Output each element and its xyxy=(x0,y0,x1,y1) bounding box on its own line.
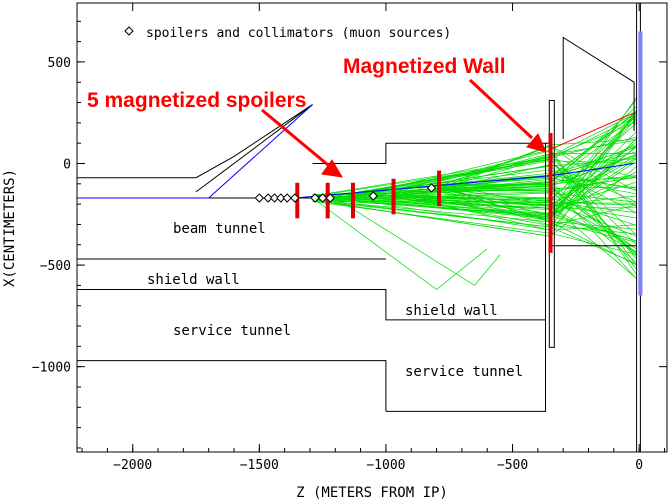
annotation-magnetized-spoilers: 5 magnetized spoilers xyxy=(87,89,306,112)
axis-ticks: −2000 −1500 −1000 −500 0 500 0 −500 −1000 xyxy=(32,3,667,473)
muon-source-marker xyxy=(254,193,265,203)
muon-track xyxy=(312,197,488,290)
muon-source-marker xyxy=(276,193,286,203)
outline-upper-left-inner xyxy=(195,104,313,193)
plot-frame xyxy=(76,2,668,453)
beam-line-blue xyxy=(77,104,313,199)
muon-source-marker xyxy=(263,193,273,203)
y-tick-label: 500 xyxy=(48,56,71,71)
region-label-shield-wall-left: shield wall xyxy=(147,272,240,288)
muon-source-marker xyxy=(310,193,320,203)
spoiler-arrowhead xyxy=(321,159,343,178)
red-trajectory xyxy=(550,112,635,150)
wall-arrow xyxy=(468,78,534,140)
muon-source-marker xyxy=(269,193,280,203)
muon-track xyxy=(335,197,501,286)
outline-upper-left-boundary xyxy=(77,104,313,179)
muon-source-marker xyxy=(282,193,292,203)
legend-diamond-icon xyxy=(124,26,134,36)
outline-wall-slab xyxy=(548,100,555,348)
detector-bar xyxy=(638,31,643,296)
region-label-beam-tunnel: beam tunnel xyxy=(173,221,266,237)
muon-source-marker xyxy=(290,193,300,203)
y-axis-title: X(CENTIMETERS) xyxy=(2,169,18,287)
muon-source-marker xyxy=(368,191,378,201)
y-tick-label: −500 xyxy=(40,259,71,274)
x-axis-title: Z (METERS FROM IP) xyxy=(296,485,448,501)
muon-source-marker xyxy=(317,193,328,203)
region-label-service-tunnel-right: service tunnel xyxy=(405,364,523,380)
outline-service-tunnel-top xyxy=(77,360,387,412)
x-tick-label: −2000 xyxy=(113,458,152,473)
region-label-shield-wall-right: shield wall xyxy=(405,303,498,319)
x-tick-label: −1000 xyxy=(366,458,405,473)
outline-beam-tunnel-top xyxy=(312,142,550,164)
x-tick-label: −500 xyxy=(497,458,528,473)
x-tick-label: 0 xyxy=(635,458,643,473)
muon-source-marker xyxy=(325,193,335,203)
annotation-arrows xyxy=(261,78,547,178)
outline-right-top-boundary xyxy=(562,36,635,140)
outline-service-tunnel-bottom xyxy=(385,246,546,412)
annotation-magnetized-wall: Magnetized Wall xyxy=(343,55,506,78)
chart-marks xyxy=(254,133,553,253)
y-tick-label: 0 xyxy=(63,158,71,173)
legend-label: spoilers and collimators (muon sources) xyxy=(146,26,451,41)
muon-source-marker xyxy=(426,183,437,193)
wall-arrowhead xyxy=(526,133,547,153)
x-tick-label: −1500 xyxy=(240,458,279,473)
legend: spoilers and collimators (muon sources) xyxy=(124,26,451,41)
region-label-service-tunnel-left: service tunnel xyxy=(173,323,291,339)
spoiler-arrow xyxy=(261,108,329,167)
y-tick-label: −1000 xyxy=(32,361,71,376)
